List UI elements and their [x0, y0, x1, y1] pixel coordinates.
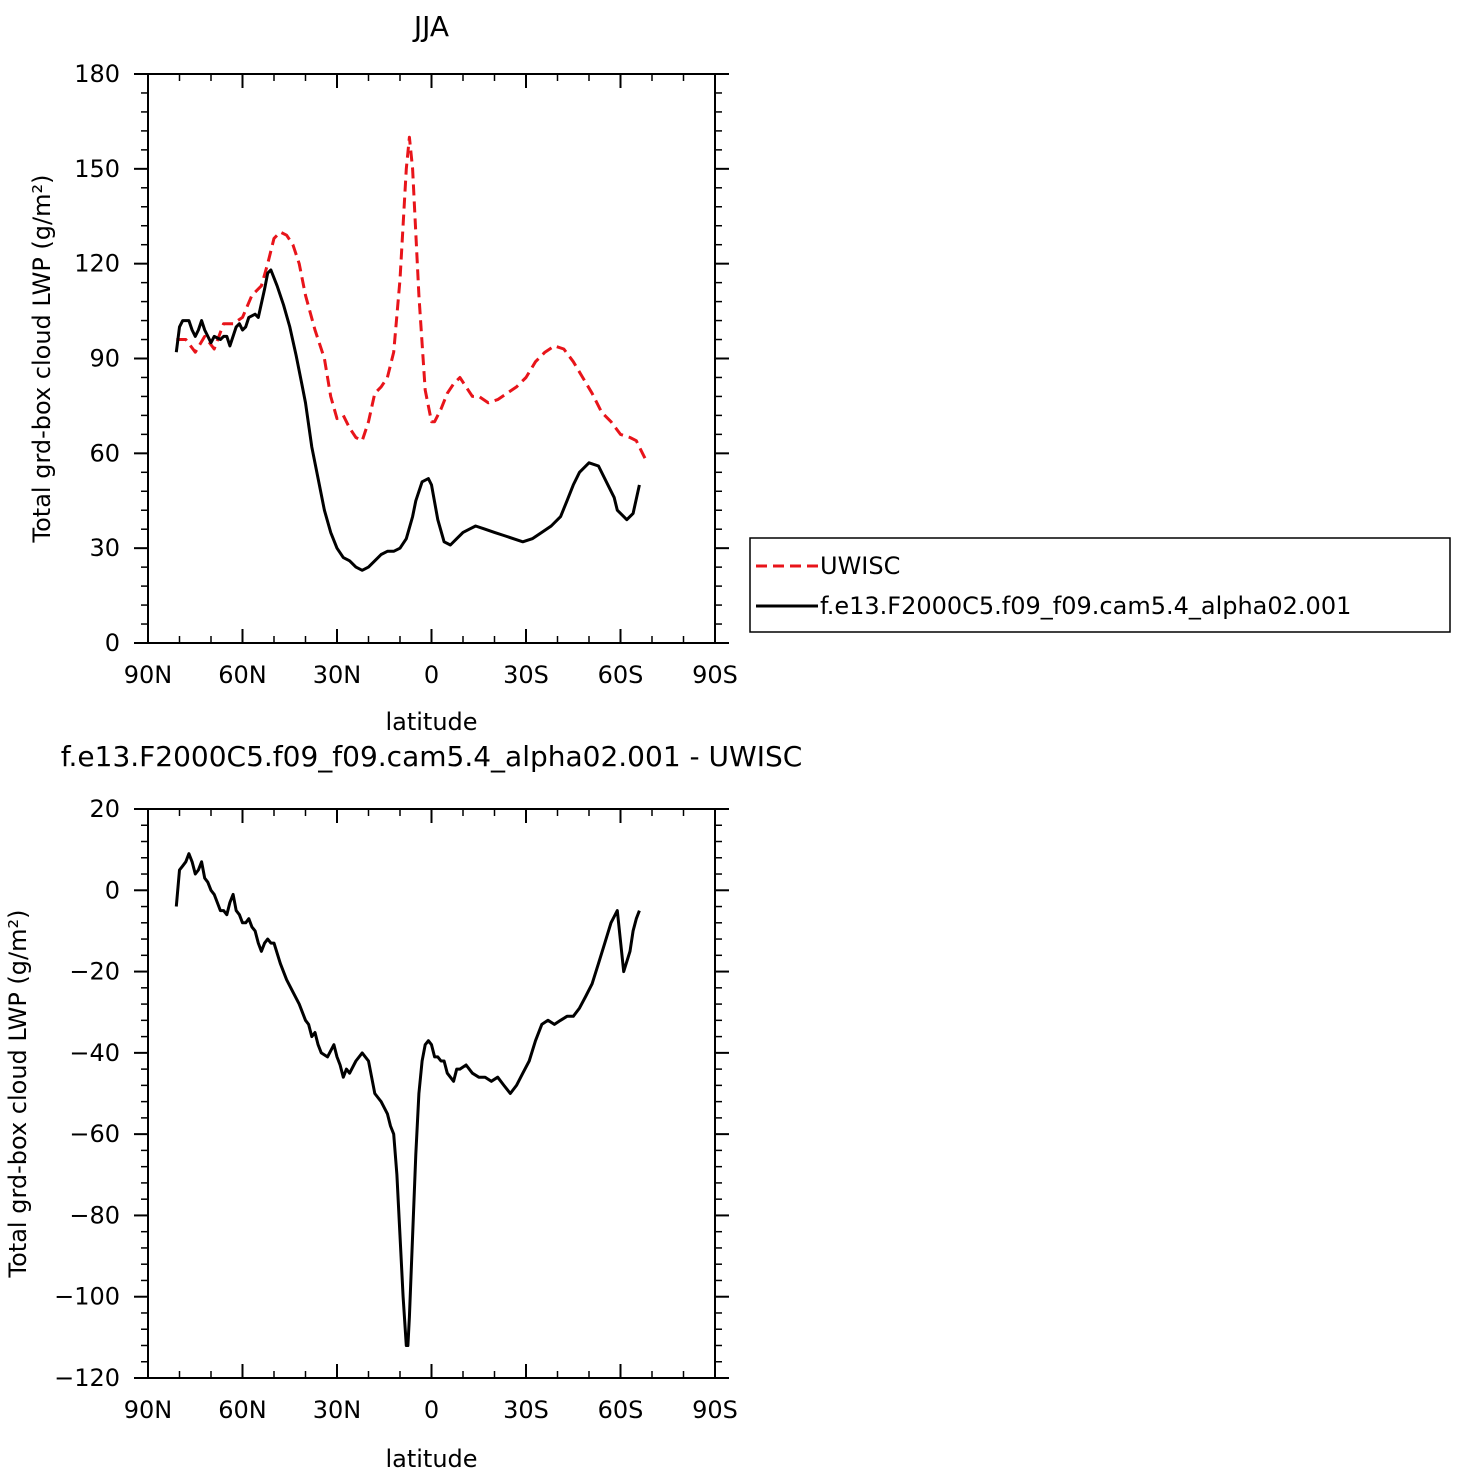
y-tick-label: −120	[54, 1364, 120, 1392]
y-tick-label: 0	[105, 876, 120, 904]
x-tick-label: 90N	[124, 1396, 173, 1424]
series-line-difference	[174, 852, 641, 1347]
y-tick-label: 150	[74, 155, 120, 183]
chart-title: f.e13.F2000C5.f09_f09.cam5.4_alpha02.001…	[61, 740, 803, 773]
x-tick-label: 30N	[313, 1396, 362, 1424]
plot-frame	[147, 808, 716, 1379]
x-tick-label: 30S	[503, 661, 549, 689]
x-tick-label: 60S	[598, 1396, 644, 1424]
x-axis-title: latitude	[385, 708, 477, 736]
y-tick-label: 180	[74, 60, 120, 88]
series-group	[174, 135, 648, 572]
chart-top: JJA Total grd-box cloud LWP (g/m²) latit…	[28, 10, 738, 736]
x-tick-label: 90S	[692, 661, 738, 689]
axis-ticks: 90N 60N 30N 0 30S 60S 90S 0 30 60 90 120 150 180	[74, 60, 738, 689]
axis-ticks: 90N 60N 30N 0 30S 60S 90S −120 −100 −80 −60 −40 −20 0…	[54, 795, 738, 1424]
y-tick-label: −20	[69, 958, 120, 986]
legend-label-model: f.e13.F2000C5.f09_f09.cam5.4_alpha02.001	[820, 592, 1351, 620]
x-tick-label: 90N	[124, 661, 173, 689]
y-tick-label: 120	[74, 250, 120, 278]
y-tick-label: 20	[89, 795, 120, 823]
y-tick-label: −100	[54, 1283, 120, 1311]
y-tick-label: 0	[105, 629, 120, 657]
y-tick-label: −60	[69, 1120, 120, 1148]
y-axis-title: Total grd-box cloud LWP (g/m²)	[4, 910, 32, 1279]
series-group	[174, 852, 641, 1347]
y-tick-label: 30	[89, 534, 120, 562]
x-tick-label: 60S	[598, 661, 644, 689]
y-tick-label: −40	[69, 1039, 120, 1067]
chart-title: JJA	[412, 10, 449, 43]
x-tick-label: 0	[424, 1396, 439, 1424]
x-tick-label: 30S	[503, 1396, 549, 1424]
x-axis-title: latitude	[385, 1445, 477, 1473]
y-tick-label: 60	[89, 439, 120, 467]
x-tick-label: 60N	[218, 1396, 267, 1424]
series-line-f-e13-f2000c5-f09-f09-ca	[174, 268, 641, 572]
y-tick-label: 90	[89, 345, 120, 373]
legend: UWISC f.e13.F2000C5.f09_f09.cam5.4_alpha…	[749, 537, 1451, 633]
legend-box	[749, 537, 1451, 633]
x-tick-label: 30N	[313, 661, 362, 689]
plot-frame	[147, 73, 716, 644]
y-axis-title: Total grd-box cloud LWP (g/m²)	[28, 175, 56, 544]
y-tick-label: −80	[69, 1201, 120, 1229]
chart-bottom: f.e13.F2000C5.f09_f09.cam5.4_alpha02.001…	[4, 740, 802, 1473]
x-tick-label: 0	[424, 661, 439, 689]
legend-label-uwisc: UWISC	[820, 552, 900, 580]
series-line-uwisc	[176, 135, 648, 461]
x-tick-label: 90S	[692, 1396, 738, 1424]
x-tick-label: 60N	[218, 661, 267, 689]
